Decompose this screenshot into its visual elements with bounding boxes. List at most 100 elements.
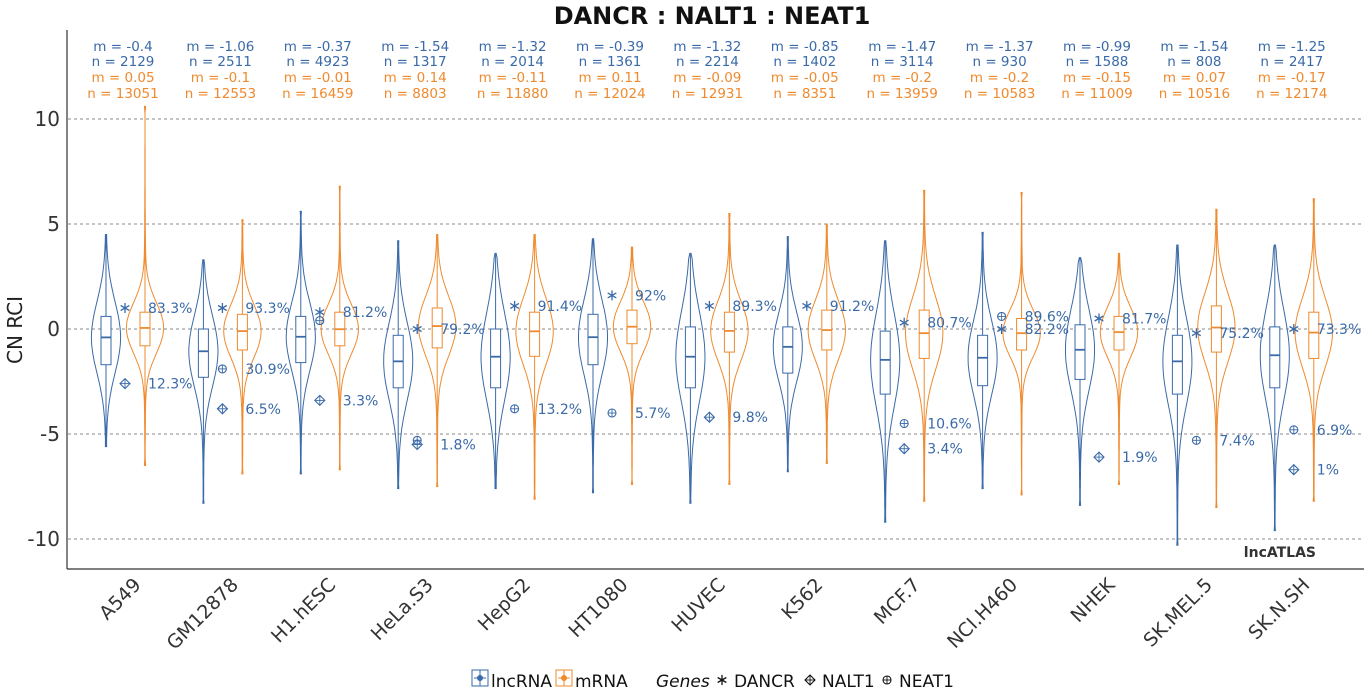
gene-point-nalt1 [1288,463,1300,476]
x-tick-label: K562 [777,574,827,624]
plot-area: 83.3% 12.3% 93.3% 30.9% 6.5% 81.2% 3.3% 79.2% 1.… [90,105,1361,546]
legend-gene-label: NALT1 [822,672,875,692]
gene-percent-label: 3.4% [927,442,963,458]
lncrna-stat-label: m = -1.54 [1160,39,1228,55]
gene-point-nalt1 [216,403,229,415]
violin-mrna [515,234,554,500]
violin-outline [710,213,749,485]
gene-percent-label: 80.7% [927,316,971,332]
legend-genes-title: Genes [656,672,710,692]
asterisk-stroke [412,325,422,333]
mrna-stat-label: n = 16459 [282,86,353,102]
violin-outline [515,234,554,500]
mrna-stat-label: m = 0.11 [578,70,641,86]
violin-mrna [1197,208,1236,508]
mrna-stat-label: n = 11009 [1061,86,1132,102]
violin-lncrna [967,231,998,490]
mrna-stat-label: n = 13959 [866,86,937,102]
iqr-box [1269,326,1281,389]
gene-point-dancr [412,324,422,334]
x-tick-label: NHEK [1067,574,1120,627]
gene-percent-label: 89.6% [1025,309,1069,325]
gene-percent-label: 73.3% [1317,322,1361,338]
lncrna-stat-label: m = -0.4 [93,39,152,55]
asterisk-stroke [899,319,909,326]
mrna-stat-label: m = -0.01 [284,70,352,86]
violin-outline [1294,198,1334,502]
mrna-stat-label: m = 0.07 [1163,70,1226,86]
lncrna-stat-label: n = 1317 [384,54,447,70]
gene-point-neat1 [315,316,325,326]
gene-point-nalt1 [119,377,131,390]
chart-title: DANCR : NALT1 : NEAT1 [554,2,871,30]
y-axis-label: CN RCI [3,296,27,364]
iqr-box [1074,324,1086,380]
gene-percent-label: 1% [1317,463,1339,479]
iqr-box [918,309,930,359]
violin-outline [223,219,262,475]
group-hepg2: 91.4% 13.2% [480,234,582,500]
violin-lncrna [188,259,219,504]
iqr-box [1016,318,1028,351]
gene-point-dancr [315,307,325,318]
iqr-box [587,313,599,366]
lncrna-stat-label: n = 1588 [1066,54,1129,70]
gene-point-nalt1 [703,411,716,423]
gene-point-neat1 [217,364,227,374]
lncrna-stat-label: m = -0.39 [576,39,644,55]
asterisk-stroke [704,302,715,309]
mrna-stat-label: m = -0.2 [873,70,932,86]
violin-lncrna [578,238,608,494]
violin-outline [417,234,457,487]
x-tick-label: SK.N.SH [1244,574,1314,644]
asterisk-stroke [717,676,727,684]
violin-outline [125,105,165,466]
asterisk-stroke [607,292,617,299]
gene-point-dancr [1289,324,1299,334]
mrna-stat-label: n = 11880 [477,86,548,102]
mrna-stat-label: m = -0.15 [1063,70,1131,86]
lncrna-stat-label: m = -0.37 [284,39,352,55]
violin-lncrna [383,240,414,490]
x-tick-label: SK.MEL.5 [1139,574,1217,652]
gene-point-dancr [1094,313,1104,324]
violin-mrna [1002,192,1041,496]
violin-outline [1259,244,1290,532]
violin-mrna [807,223,847,464]
group-sk-n-sh: 73.3% 6.9% 1% [1259,198,1361,532]
gene-point-dancr [899,317,909,328]
mrna-stat-label: m = -0.17 [1258,70,1326,86]
gene-point-neat1 [607,408,617,418]
asterisk-stroke [1191,330,1202,337]
legend-gene-label: DANCR [734,672,795,692]
violin-outline [1099,252,1139,485]
lncrna-stat-label: n = 2129 [92,54,155,70]
legend-box-dot [477,675,483,681]
x-tick-label: HT1080 [564,574,632,642]
asterisk-stroke [217,304,228,312]
violin-mrna [1294,198,1334,502]
gene-point-nalt1 [804,674,816,686]
mrna-stat-label: n = 12174 [1256,86,1327,102]
iqr-box [295,315,307,364]
iqr-box [782,326,794,374]
gene-percent-label: 12.3% [148,377,192,393]
gene-percent-label: 91.4% [538,299,582,315]
asterisk-stroke [1094,315,1104,322]
x-tick-label: HeLa.S3 [367,574,438,645]
violin-lncrna [90,234,122,448]
gene-point-dancr [802,300,812,311]
y-tick-label: 5 [47,212,60,236]
watermark: lncATLAS [1244,545,1316,561]
iqr-box [100,315,112,366]
mrna-stat-label: n = 8351 [773,86,836,102]
gene-point-dancr [120,303,130,313]
gene-point-dancr [717,675,727,685]
lncrna-stat-label: n = 2511 [189,54,252,70]
lncrna-stat-label: m = -0.85 [771,39,839,55]
group-huvec: 89.3% 9.8% [675,213,777,504]
iqr-box [431,307,443,349]
gene-percent-label: 79.2% [440,322,484,338]
y-tick-label: -10 [27,527,60,551]
violin-outline [188,259,219,504]
